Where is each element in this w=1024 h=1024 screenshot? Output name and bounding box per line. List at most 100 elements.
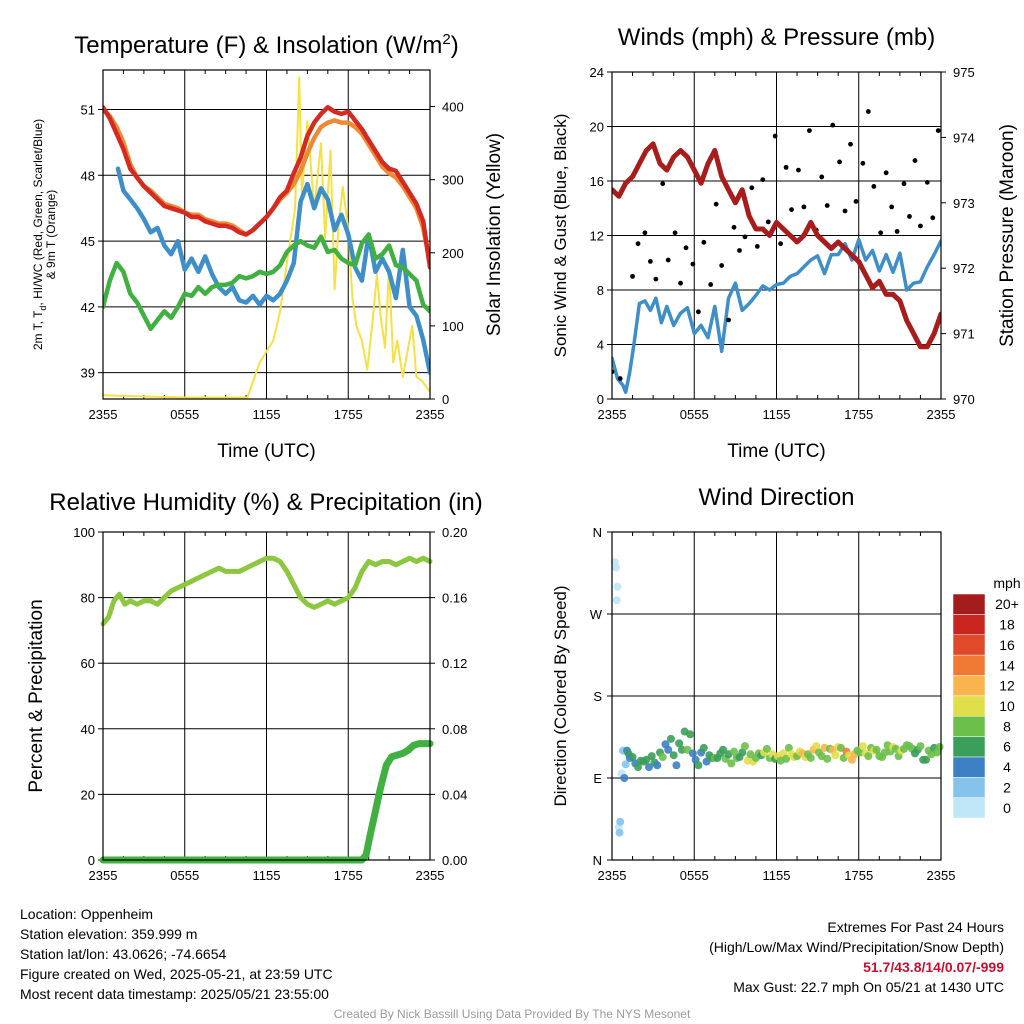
pressure-line [612, 141, 941, 350]
colorbar-label: 20+ [995, 596, 1019, 612]
direction-point [812, 742, 821, 751]
y-left-tick-label: 40 [81, 722, 95, 737]
direction-point [688, 749, 697, 758]
direction-point [613, 582, 622, 591]
temp-series-line [103, 76, 430, 399]
y-right-tick-label: 0.16 [442, 591, 467, 606]
direction-point [806, 753, 815, 762]
colorbar-swatch [952, 654, 986, 676]
gust-point [713, 201, 719, 207]
temperature-panel: 2355 0555 1155 1755 2355 39 42 45 48 51 0 100 200 300… [31, 31, 505, 462]
colorbar-swatch [952, 634, 986, 656]
gust-point [935, 128, 941, 133]
y-right-tick-label: 0 [442, 392, 449, 407]
gust-point [783, 164, 789, 170]
panel-title-wind-direction: Wind Direction [698, 484, 854, 511]
direction-point [645, 763, 654, 772]
gust-point [824, 203, 830, 208]
y-right-tick-label: 971 [953, 327, 975, 342]
gust-point [801, 204, 807, 210]
direction-point [935, 743, 944, 752]
gust-point [695, 309, 701, 315]
colorbar-unit: mph [993, 575, 1020, 591]
gust-point [678, 280, 683, 286]
y-right-tick-label: 972 [953, 261, 975, 276]
gust-point [842, 208, 848, 214]
colorbar-swatch [952, 777, 986, 798]
direction-point [699, 743, 708, 752]
direction-point [823, 754, 832, 763]
direction-point [831, 751, 840, 760]
gust-point [860, 160, 866, 166]
recent-data-timestamp: Most recent data timestamp: 2025/05/21 2… [20, 986, 329, 1002]
direction-point [664, 745, 673, 754]
direction-point [727, 759, 736, 768]
label-line: & 9m T (Orange) [44, 190, 58, 280]
panel-title-winds: Winds (mph) & Pressure (mb) [618, 24, 935, 51]
gust-point [701, 239, 707, 245]
direction-point [658, 753, 667, 762]
winds-panel: 2355 0555 1155 1755 235504812162024970971972… [551, 24, 1018, 462]
y-left-tick-label: 45 [81, 234, 95, 249]
colorbar-swatch [952, 715, 986, 737]
gust-point [796, 167, 801, 173]
gust-point [830, 122, 836, 128]
colorbar-label: 14 [999, 657, 1015, 673]
x-axis-label: Time (UTC) [727, 441, 826, 462]
direction-point [612, 596, 621, 605]
max-gust: Max Gust: 22.7 mph On 05/21 at 1430 UTC [733, 979, 1004, 995]
humidity-panel: 2355 0555 1155 1755 23550204060801000.000.04… [26, 489, 483, 883]
gust-point [708, 282, 714, 287]
y-left-tick-label: 0 [88, 853, 95, 868]
colorbar-label: 16 [999, 637, 1015, 653]
x-tick-label: 1755 [334, 407, 363, 422]
extremes-panel: Extremes For Past 24 Hours (High/Low/Max… [709, 917, 1004, 997]
direction-point [916, 742, 925, 751]
y-right-tick-label: 400 [442, 100, 464, 115]
gust-point [754, 244, 760, 249]
colorbar-swatch [952, 797, 986, 819]
x-tick-label: 1755 [844, 407, 873, 422]
colorbar-swatch [952, 756, 986, 778]
colorbar-swatch [952, 695, 986, 717]
station-info: Location: Oppenheim Station elevation: 3… [20, 904, 333, 1004]
y-left-axis-label: 2m T, Td, HI/WC (Red, Green, Scarlet/Blu… [31, 119, 58, 350]
gust-point [760, 177, 766, 183]
x-tick-label: 2355 [598, 868, 627, 883]
direction-point [686, 730, 695, 739]
gust-point [889, 204, 895, 210]
gust-point [731, 224, 737, 230]
temp-series-line [103, 105, 430, 270]
gust-point [930, 215, 936, 221]
direction-point [858, 742, 867, 751]
x-tick-label: 1755 [844, 868, 873, 883]
x-tick-label: 0555 [170, 868, 199, 883]
x-tick-label: 1755 [334, 868, 363, 883]
colorbar-label: 8 [1003, 718, 1011, 734]
y-left-tick-label: 48 [81, 168, 95, 183]
gust-point [726, 317, 731, 323]
y-right-axis-label: Station Pressure (Maroon) [997, 124, 1018, 347]
colorbar-label: 4 [1003, 759, 1011, 775]
station-latlon: Station lat/lon: 43.0626; -74.6654 [20, 946, 227, 962]
x-tick-label: 2355 [927, 868, 956, 883]
precip-line [99, 740, 434, 864]
gust-point [848, 141, 853, 147]
plot-border [611, 71, 942, 400]
direction-point [634, 763, 643, 772]
direction-point [782, 754, 791, 763]
gust-point [719, 263, 725, 268]
y-left-tick-label: N [593, 525, 602, 540]
gust-point [742, 234, 748, 240]
y-right-tick-label: 0.00 [442, 853, 467, 868]
y-right-tick-label: 975 [953, 65, 975, 80]
colorbar-label: 0 [1003, 800, 1011, 816]
direction-point [628, 753, 637, 762]
direction-point [621, 760, 630, 769]
gust-point [853, 199, 859, 204]
direction-point [672, 761, 681, 770]
y-left-tick-label: 60 [81, 656, 95, 671]
gust-point [642, 230, 648, 236]
